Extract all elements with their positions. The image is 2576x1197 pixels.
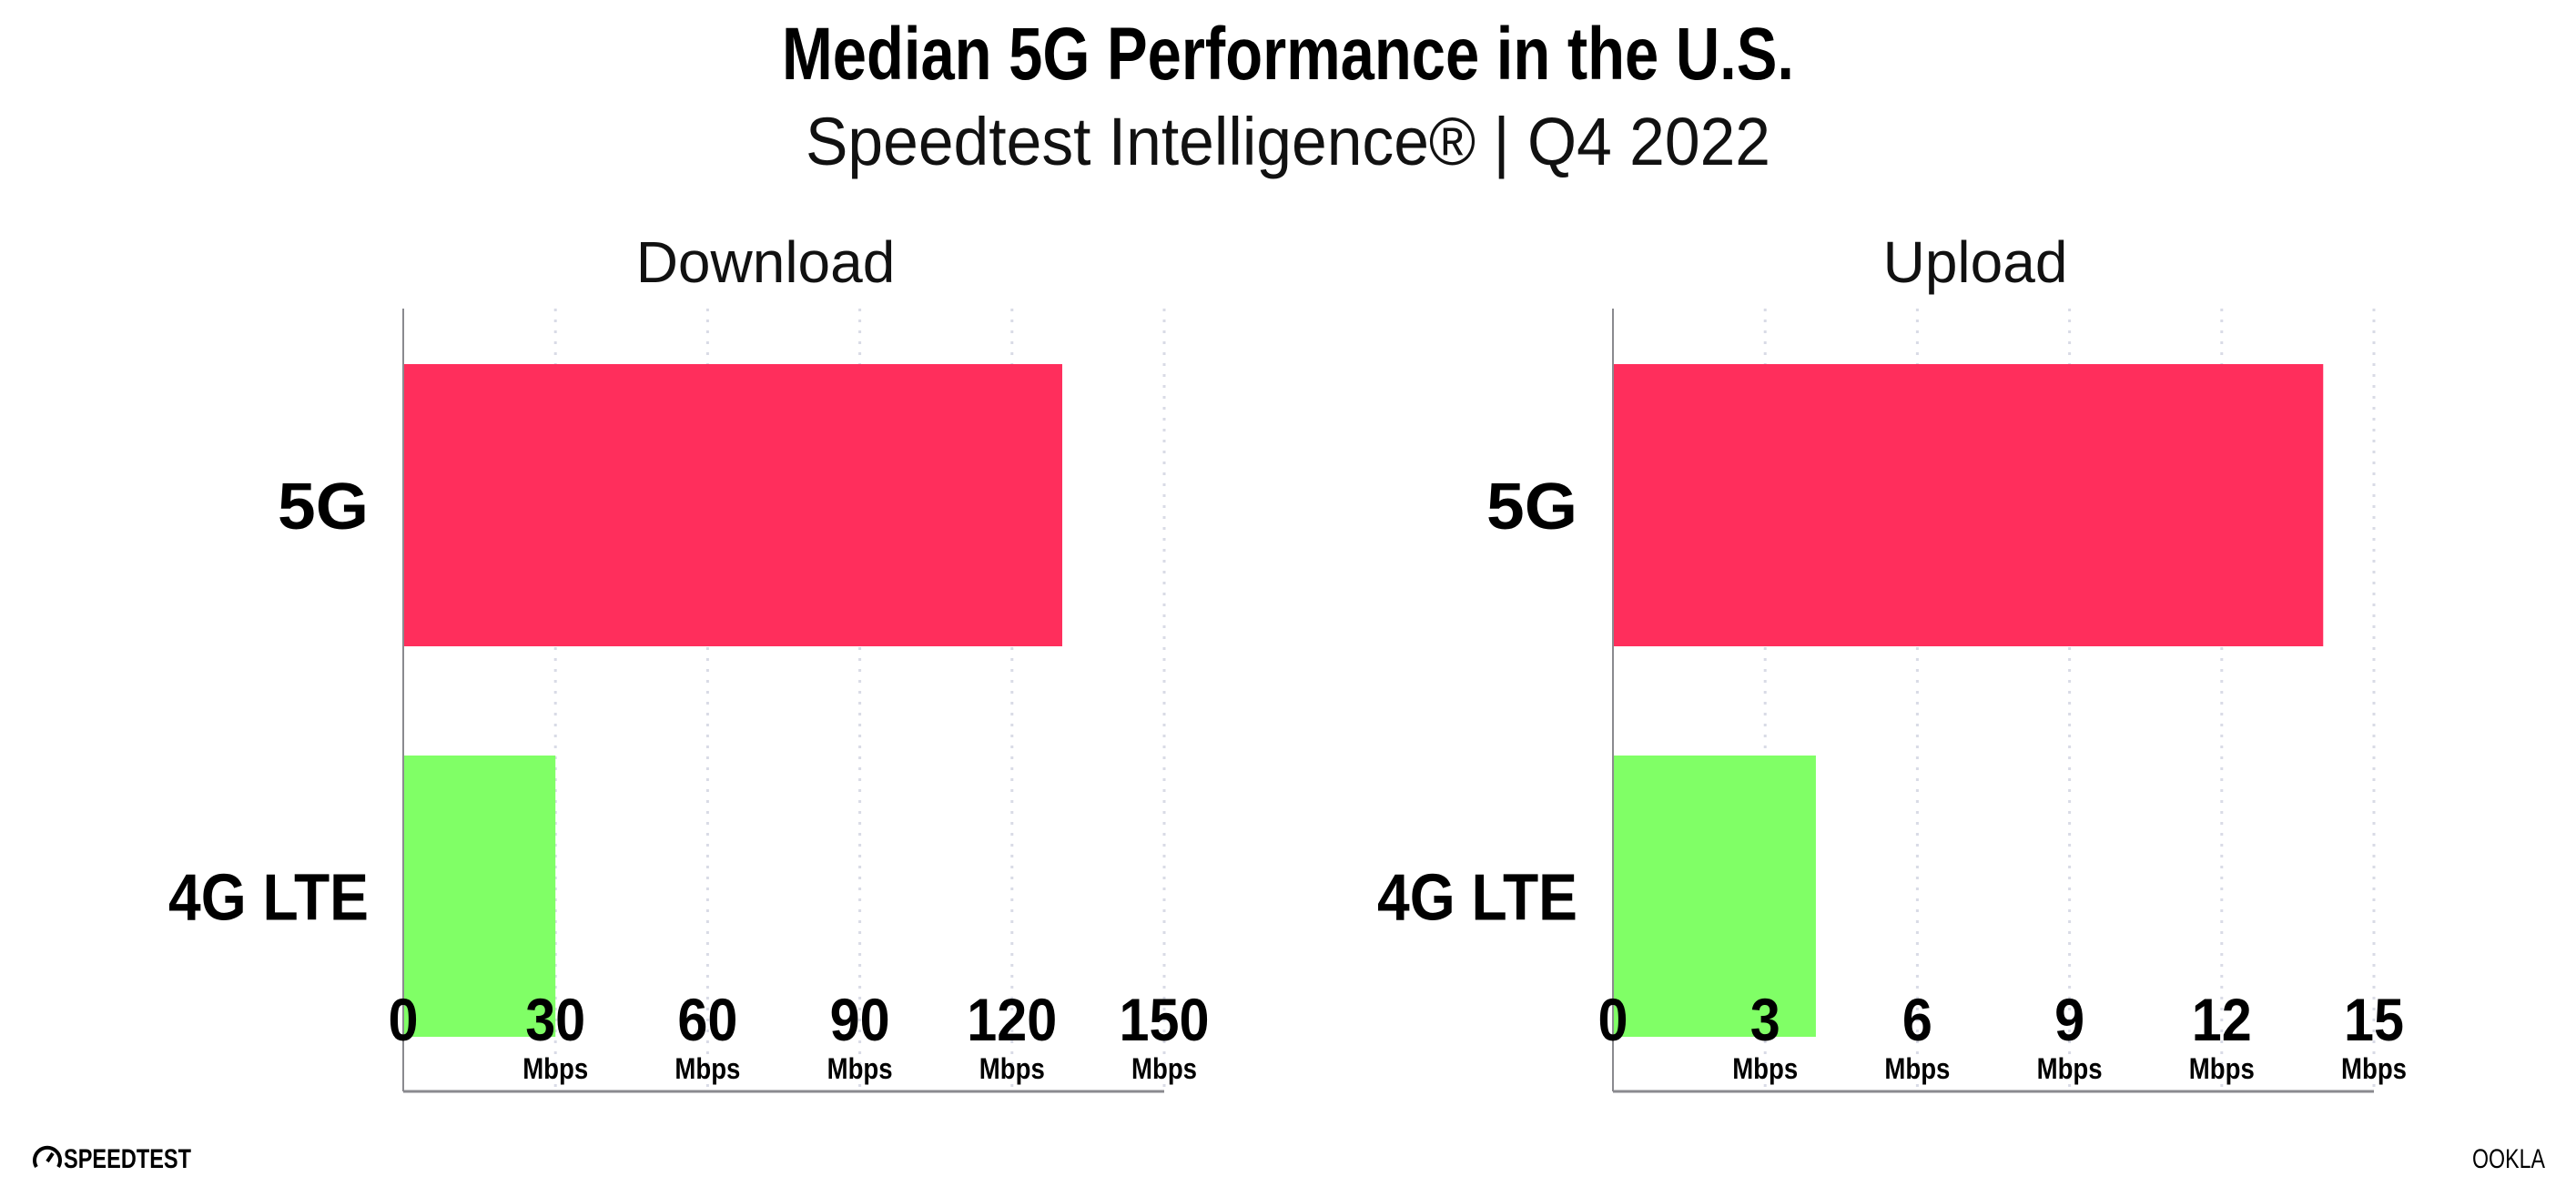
ookla-logo: OOKLA bbox=[2472, 1144, 2545, 1174]
panel-title: Upload bbox=[1883, 229, 2068, 295]
bar-4g-lte bbox=[403, 756, 556, 1037]
tick-unit: Mbps bbox=[522, 1052, 588, 1085]
tick-label: 3 bbox=[1750, 986, 1780, 1053]
gauge-icon bbox=[33, 1145, 62, 1169]
tick-label: 0 bbox=[1598, 986, 1628, 1053]
tick-label: 90 bbox=[830, 986, 890, 1053]
bar-5g bbox=[1613, 364, 2324, 646]
category-label: 4G LTE bbox=[168, 862, 369, 935]
tick-label: 12 bbox=[2192, 986, 2252, 1053]
tick-label: 150 bbox=[1120, 986, 1210, 1053]
tick-label: 9 bbox=[2054, 986, 2084, 1053]
category-label: 4G LTE bbox=[1377, 862, 1577, 935]
category-label: 5G bbox=[278, 471, 369, 543]
tick-unit: Mbps bbox=[2341, 1052, 2407, 1085]
tick-unit: Mbps bbox=[1884, 1052, 1950, 1085]
bar-5g bbox=[403, 364, 1062, 646]
panel-title: Download bbox=[636, 229, 896, 295]
speedtest-logo-text: SPEEDTEST bbox=[64, 1144, 191, 1174]
tick-unit: Mbps bbox=[827, 1052, 893, 1085]
tick-label: 0 bbox=[389, 986, 419, 1053]
category-label: 5G bbox=[1486, 471, 1577, 543]
tick-unit: Mbps bbox=[1732, 1052, 1798, 1085]
tick-label: 15 bbox=[2344, 986, 2404, 1053]
tick-unit: Mbps bbox=[2189, 1052, 2255, 1085]
tick-unit: Mbps bbox=[979, 1052, 1045, 1085]
speedtest-logo: SPEEDTEST bbox=[33, 1144, 191, 1174]
bar-4g-lte bbox=[1613, 756, 1816, 1037]
tick-unit: Mbps bbox=[2037, 1052, 2103, 1085]
tick-label: 120 bbox=[967, 986, 1057, 1053]
tick-unit: Mbps bbox=[1131, 1052, 1197, 1085]
tick-label: 6 bbox=[1902, 986, 1932, 1053]
tick-label: 60 bbox=[677, 986, 737, 1053]
chart-title: Median 5G Performance in the U.S. bbox=[782, 13, 1794, 96]
tick-unit: Mbps bbox=[674, 1052, 740, 1085]
tick-label: 30 bbox=[525, 986, 585, 1053]
chart-subtitle: Speedtest Intelligence® | Q4 2022 bbox=[806, 104, 1770, 179]
